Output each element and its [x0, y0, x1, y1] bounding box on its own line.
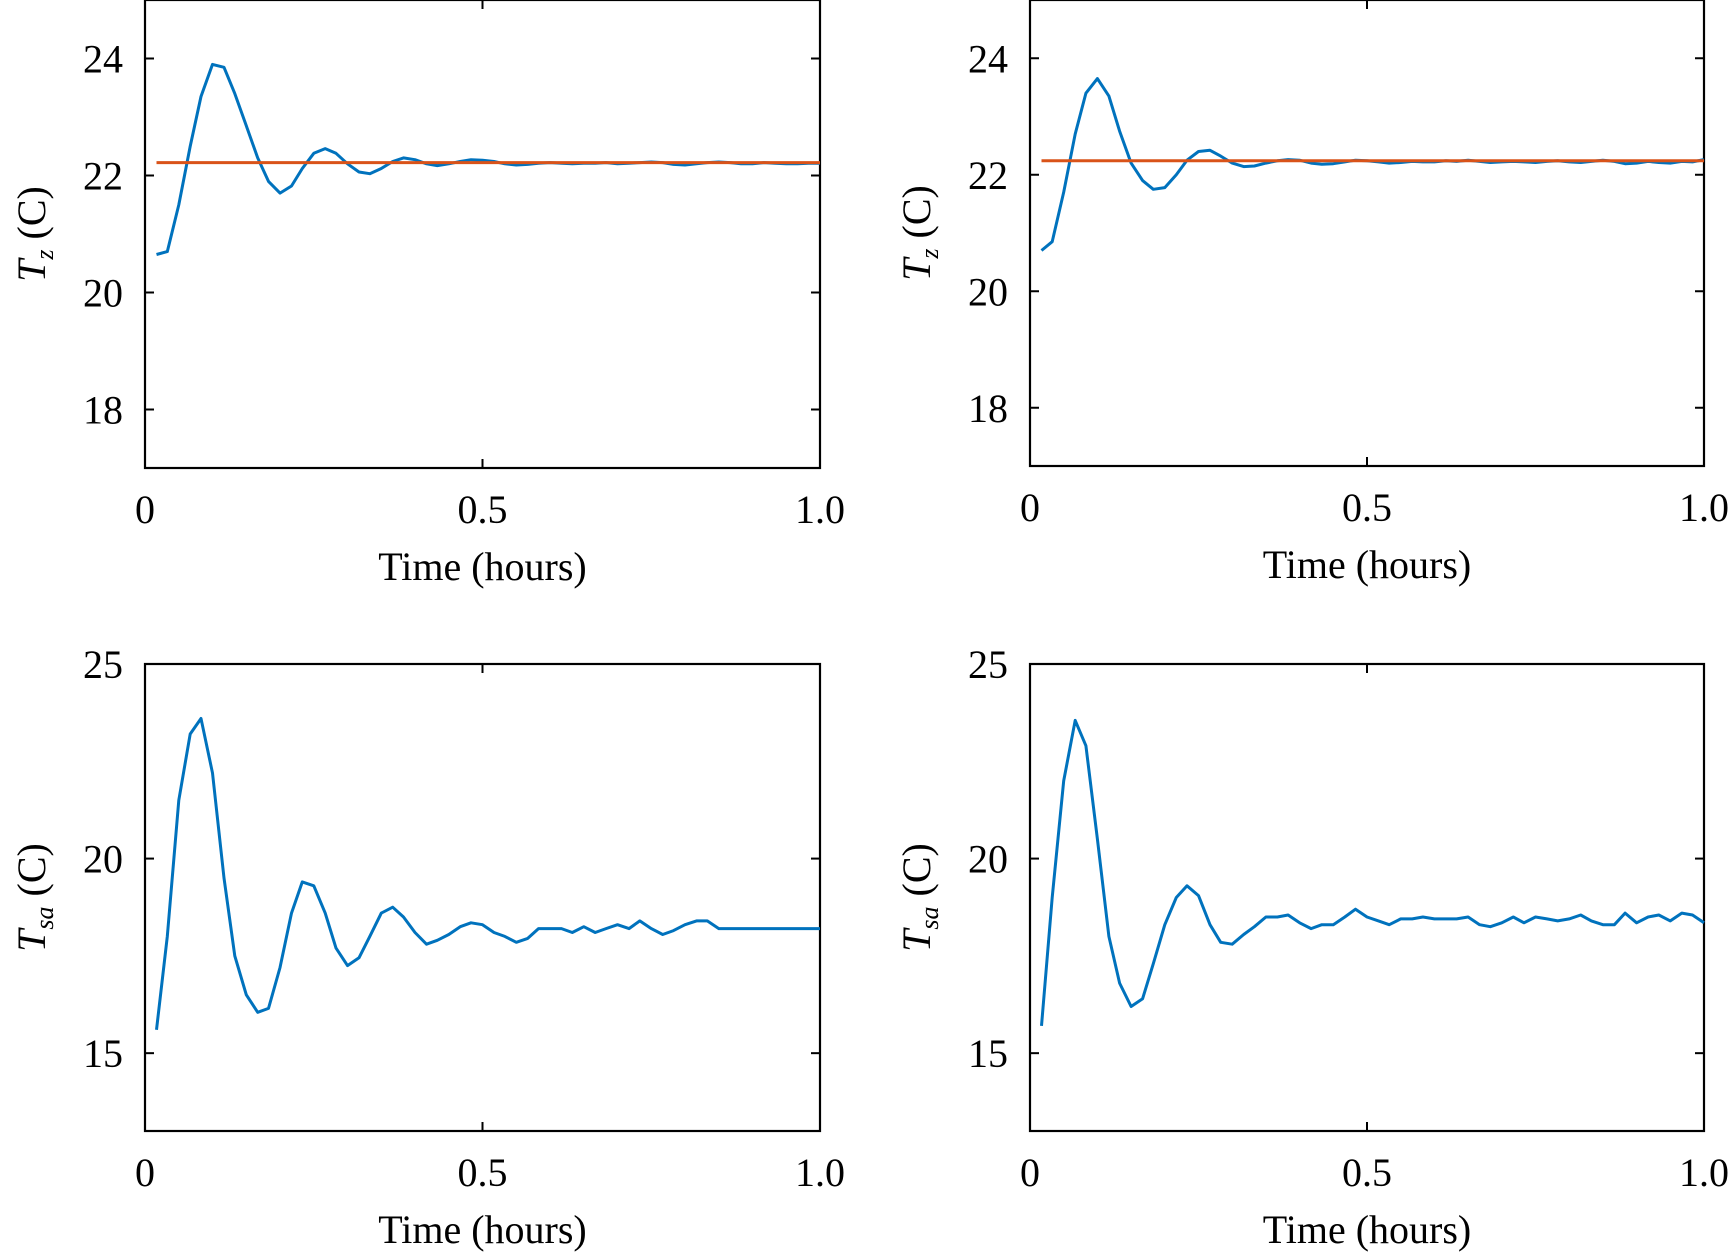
series-line-1 — [156, 62, 820, 256]
subplot-2: 0 0.5 1.0 18 20 22 24 Time (hours) Tz (C) — [894, 0, 1729, 587]
y-axis-label-symbol: T — [894, 256, 939, 281]
y-tick-label: 20 — [83, 837, 123, 882]
x-tick-label: 1.0 — [1679, 485, 1729, 530]
y-axis-label: Tz (C) — [894, 185, 944, 281]
y-axis-label-subscript: z — [30, 249, 59, 260]
x-tick-label: 0.5 — [458, 487, 508, 532]
y-axis-label-symbol: T — [9, 927, 54, 952]
axes-box — [143, 0, 822, 470]
y-axis-label-symbol: T — [894, 927, 939, 952]
y-axis-label-unit: (C) — [894, 843, 939, 906]
series-line-1 — [1040, 718, 1705, 1027]
x-axis-label: Time (hours) — [378, 1207, 587, 1252]
axes-box — [143, 662, 822, 1133]
y-tick-label: 18 — [968, 386, 1008, 431]
x-tick-label: 0 — [1020, 485, 1040, 530]
x-tick-label: 0.5 — [1342, 1150, 1392, 1195]
x-tick-label: 0.5 — [1342, 485, 1392, 530]
y-tick-label: 20 — [968, 269, 1008, 314]
y-tick-label: 22 — [968, 153, 1008, 198]
y-axis-label-subscript: sa — [30, 906, 59, 929]
y-tick-label: 24 — [83, 37, 123, 82]
y-tick-label: 20 — [83, 271, 123, 316]
y-axis-label-symbol: T — [9, 257, 54, 282]
y-axis-label-unit: (C) — [894, 185, 939, 248]
x-axis-label: Time (hours) — [1263, 1207, 1472, 1252]
subplot-3: 0 0.5 1.0 15 20 25 Time (hours) Tsa (C) — [9, 642, 845, 1252]
y-tick-label: 15 — [83, 1031, 123, 1076]
x-tick-label: 0.5 — [458, 1150, 508, 1195]
x-tick-label: 0 — [135, 1150, 155, 1195]
y-axis-label-unit: (C) — [9, 843, 54, 906]
x-axis-label: Time (hours) — [378, 544, 587, 589]
y-tick-label: 25 — [83, 642, 123, 687]
x-tick-label: 1.0 — [1679, 1150, 1729, 1195]
x-axis-label: Time (hours) — [1263, 542, 1472, 587]
subplot-1: 0 0.5 1.0 18 20 22 24 Time (hours) Tz (C) — [9, 0, 845, 589]
y-tick-label: 25 — [968, 642, 1008, 687]
axes-box — [1028, 662, 1706, 1133]
x-tick-label: 1.0 — [795, 487, 845, 532]
axes-box — [1028, 0, 1706, 468]
y-axis-label: Tsa (C) — [9, 843, 59, 952]
series-line-1 — [155, 717, 820, 1030]
y-tick-label: 20 — [968, 837, 1008, 882]
y-tick-label: 24 — [968, 36, 1008, 81]
x-tick-label: 0 — [1020, 1150, 1040, 1195]
y-tick-label: 22 — [83, 154, 123, 199]
y-axis-label-subscript: sa — [915, 906, 944, 929]
x-tick-label: 0 — [135, 487, 155, 532]
y-axis-label: Tsa (C) — [894, 843, 944, 952]
y-axis-label-subscript: z — [915, 248, 944, 259]
y-tick-label: 18 — [83, 388, 123, 433]
x-tick-label: 1.0 — [795, 1150, 845, 1195]
y-axis-label-unit: (C) — [9, 186, 54, 249]
y-axis-label: Tz (C) — [9, 186, 59, 282]
subplot-4: 0 0.5 1.0 15 20 25 Time (hours) Tsa (C) — [894, 642, 1729, 1252]
y-tick-label: 15 — [968, 1031, 1008, 1076]
series-line-1 — [1040, 77, 1705, 252]
